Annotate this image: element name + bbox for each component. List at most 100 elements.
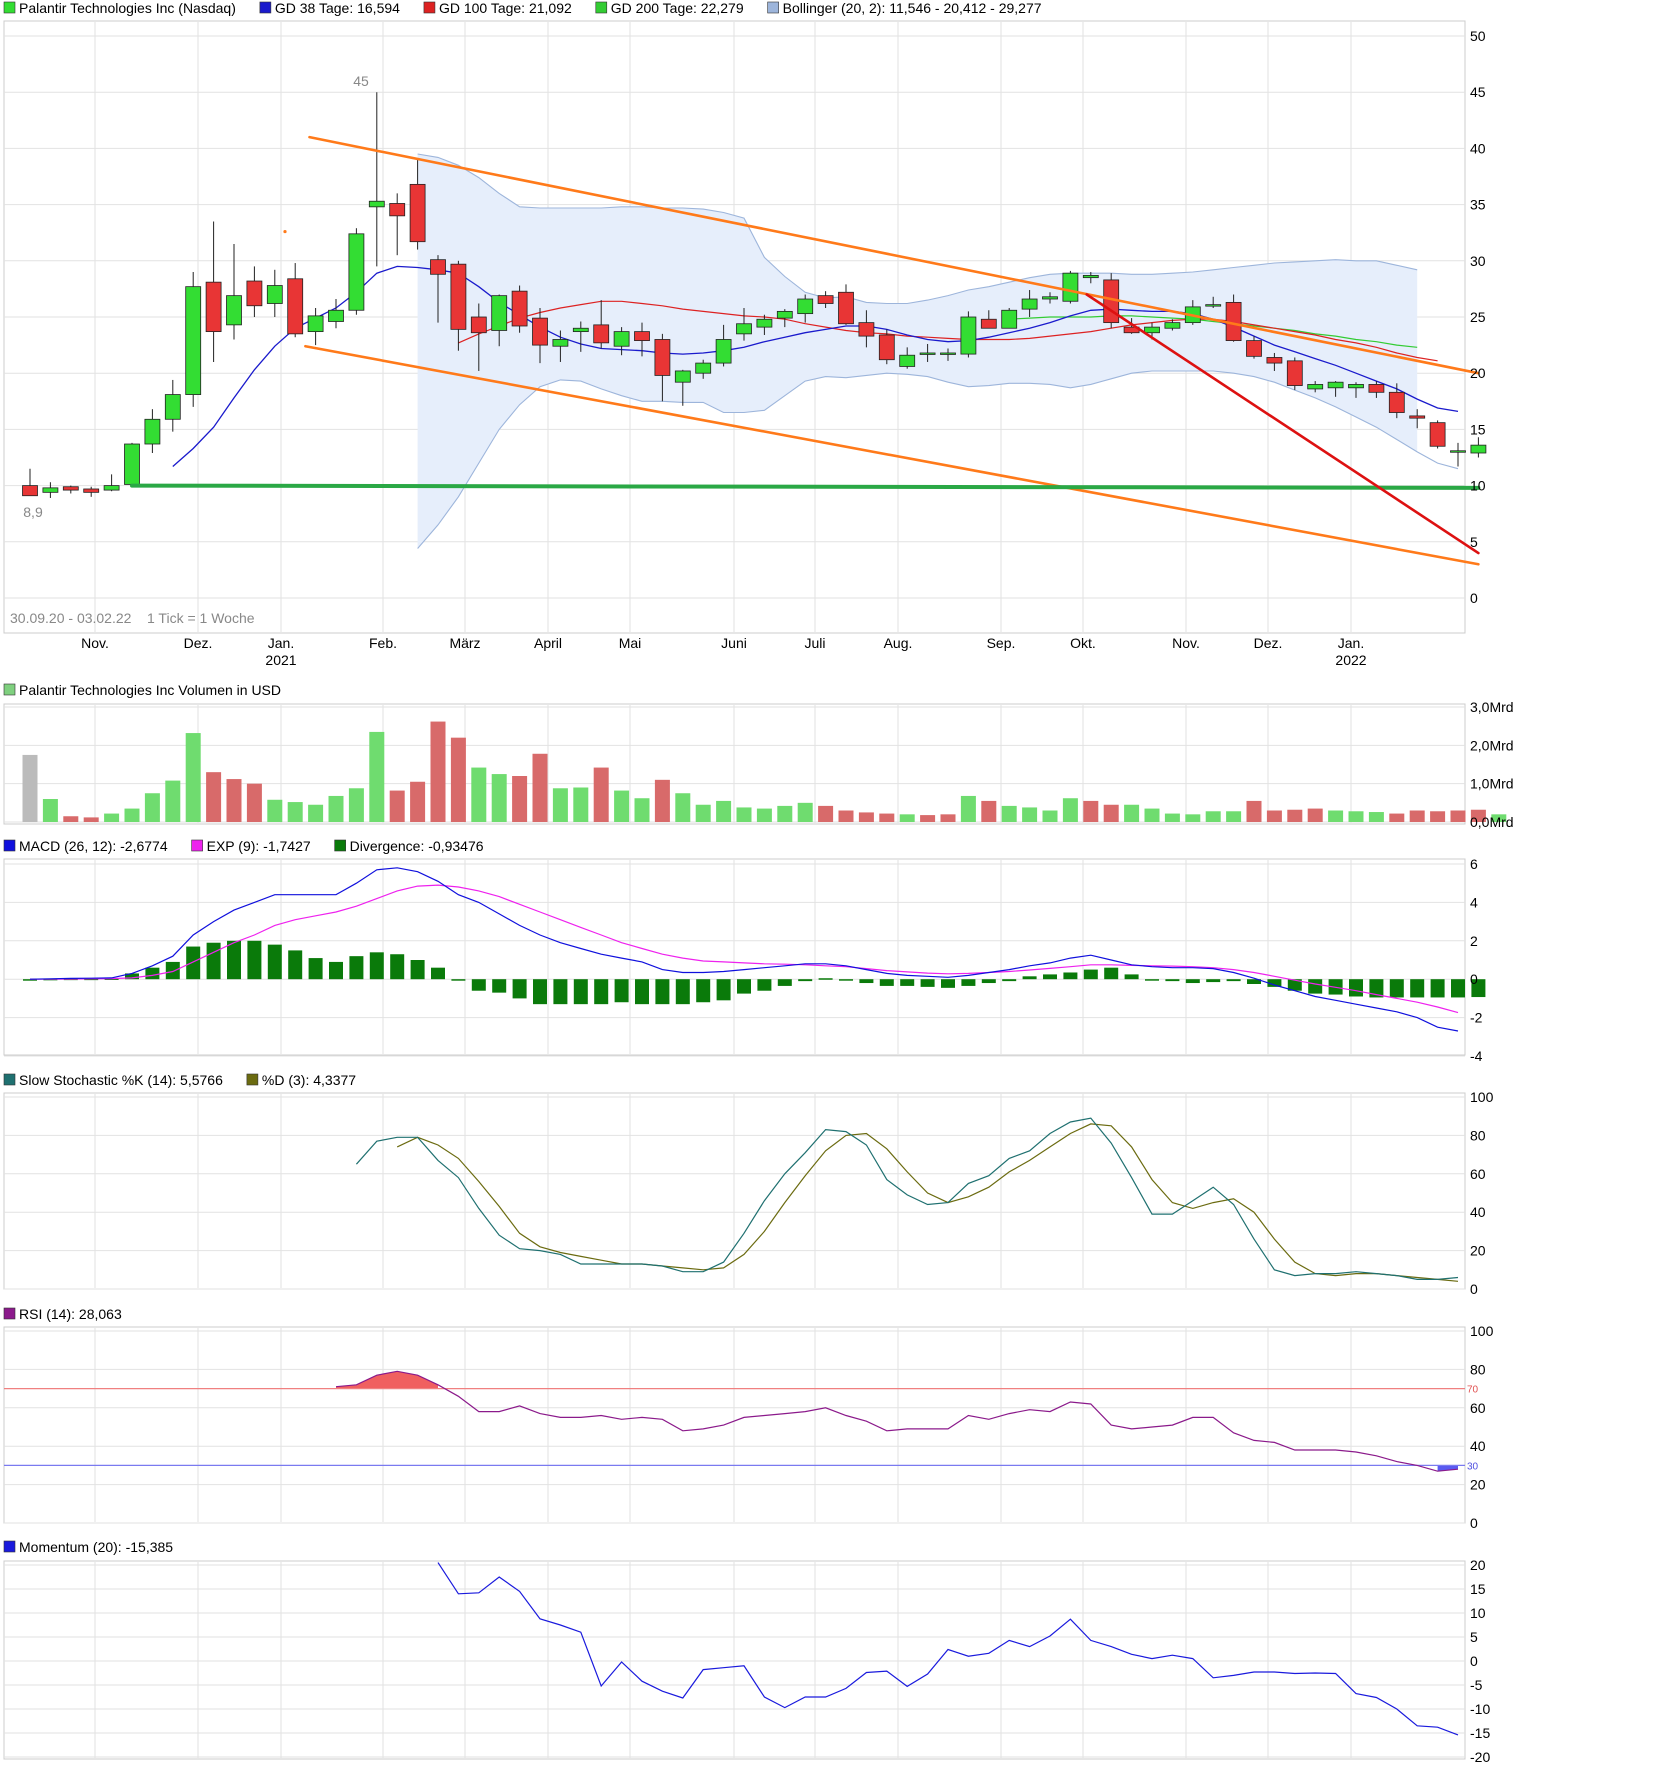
channel-dot bbox=[283, 229, 287, 234]
y-tick-label: 2,0Mrd bbox=[1470, 737, 1514, 753]
candle-body bbox=[83, 488, 100, 493]
divergence-bar bbox=[125, 973, 139, 980]
candle-body bbox=[1144, 326, 1160, 334]
volume-legend: Palantir Technologies Inc Volumen in USD bbox=[3, 682, 281, 698]
rsi-lines bbox=[4, 1370, 1465, 1472]
volume-bar bbox=[124, 808, 140, 822]
candle-body bbox=[1409, 415, 1426, 419]
divergence-bar bbox=[1185, 979, 1200, 984]
month-label: April bbox=[534, 635, 562, 651]
legend-text: GD 100 Tage: 21,092 bbox=[439, 0, 572, 16]
macd-y-axis: 6 4 2 0 -2 -4 bbox=[1470, 856, 1483, 1064]
y-tick-label: 40 bbox=[1470, 1438, 1486, 1454]
volume-bar bbox=[1409, 810, 1425, 822]
volume-bar bbox=[1103, 804, 1119, 822]
bollinger-fill bbox=[417, 154, 1418, 549]
candle-body bbox=[736, 323, 752, 335]
legend-swatch bbox=[334, 839, 346, 852]
candle-body bbox=[797, 298, 814, 315]
candle-body bbox=[1388, 391, 1405, 413]
divergence-bar bbox=[186, 946, 201, 980]
candle-body bbox=[1082, 275, 1099, 279]
stochastic-y-axis: 100 80 60 40 20 0 bbox=[1470, 1089, 1494, 1297]
candle-body bbox=[1286, 360, 1303, 386]
candle-body bbox=[572, 327, 589, 333]
candle-body bbox=[205, 281, 222, 333]
volume-bar bbox=[879, 813, 895, 822]
divergence-bar bbox=[1124, 974, 1139, 980]
candle-body bbox=[756, 318, 773, 328]
volume-panel: 3,0Mrd 2,0Mrd 1,0Mrd 0,0Mrd bbox=[3, 699, 1514, 830]
divergence-bar bbox=[1267, 979, 1282, 987]
macd-divergence-bars bbox=[23, 940, 1486, 1005]
candle-body bbox=[695, 362, 712, 374]
divergence-bar bbox=[533, 979, 547, 1005]
channel-lower-line bbox=[304, 344, 1480, 566]
candle-body bbox=[450, 263, 467, 330]
candle-body bbox=[1450, 450, 1466, 453]
y-tick-label: 100 bbox=[1470, 1323, 1494, 1339]
divergence-bar bbox=[818, 978, 833, 980]
y-tick-label: 15 bbox=[1470, 1581, 1486, 1597]
candle-body bbox=[878, 334, 895, 361]
divergence-bar bbox=[390, 954, 405, 980]
volume-bar bbox=[1491, 814, 1507, 822]
volume-bars bbox=[22, 721, 1507, 822]
candles bbox=[22, 92, 1487, 498]
y-tick-label: 0 bbox=[1470, 971, 1478, 987]
y-tick-label: 4 bbox=[1470, 894, 1478, 910]
candle-body bbox=[368, 200, 385, 208]
divergence-bar bbox=[737, 979, 751, 994]
divergence-bar bbox=[1063, 972, 1078, 980]
legend-text: EXP (9): -1,7427 bbox=[207, 838, 311, 854]
divergence-bar bbox=[879, 979, 894, 986]
volume-bar bbox=[1328, 810, 1344, 822]
volume-bar bbox=[1430, 811, 1446, 822]
divergence-bar bbox=[227, 940, 241, 980]
candle-body bbox=[389, 203, 406, 217]
candle-body bbox=[1246, 340, 1262, 357]
divergence-bar bbox=[1002, 979, 1017, 982]
stochastic-grid bbox=[4, 1094, 1465, 1290]
volume-bar bbox=[797, 802, 813, 822]
divergence-bar bbox=[471, 979, 486, 991]
candle-body bbox=[62, 486, 79, 491]
candle-body bbox=[409, 183, 426, 243]
volume-bar bbox=[1348, 811, 1364, 822]
volume-bar bbox=[1042, 810, 1058, 822]
candle-body bbox=[1429, 422, 1446, 447]
divergence-bar bbox=[635, 979, 649, 1005]
volume-bar bbox=[246, 783, 262, 822]
volume-bar bbox=[450, 737, 466, 822]
y-tick-label: -2 bbox=[1470, 1010, 1483, 1026]
rsi-overbought-zone bbox=[336, 1371, 438, 1389]
divergence-bar bbox=[308, 958, 323, 980]
divergence-bar bbox=[553, 979, 568, 1005]
divergence-bar bbox=[981, 979, 996, 984]
volume-bar bbox=[308, 804, 324, 822]
volume-bar bbox=[348, 788, 364, 822]
macd-panel: 6 4 2 0 -2 -4 bbox=[3, 856, 1486, 1064]
y-tick-label: 100 bbox=[1470, 1089, 1494, 1105]
volume-bar bbox=[675, 793, 691, 822]
divergence-bar bbox=[1104, 967, 1119, 980]
legend-swatch bbox=[3, 1307, 16, 1320]
volume-bar bbox=[1389, 813, 1405, 822]
divergence-bar bbox=[1226, 979, 1241, 982]
divergence-bar bbox=[145, 967, 160, 980]
volume-bar bbox=[410, 781, 426, 822]
candle-body bbox=[919, 352, 936, 355]
divergence-bar bbox=[573, 979, 588, 1005]
momentum-panel: 20 15 10 5 0 -5 -10 -15 -20 bbox=[3, 1557, 1490, 1765]
candle-body bbox=[613, 331, 630, 347]
y-tick-label: 2 bbox=[1470, 933, 1478, 949]
candle-body bbox=[42, 487, 59, 493]
divergence-bar bbox=[675, 979, 690, 1005]
volume-bar bbox=[1001, 805, 1017, 822]
month-label: Okt. bbox=[1070, 635, 1096, 651]
volume-bar bbox=[206, 772, 222, 822]
candle-body bbox=[1042, 296, 1058, 300]
y-tick-label: 5 bbox=[1470, 1629, 1478, 1645]
high-label: 45 bbox=[353, 73, 369, 89]
y-tick-label: 50 bbox=[1470, 28, 1486, 44]
